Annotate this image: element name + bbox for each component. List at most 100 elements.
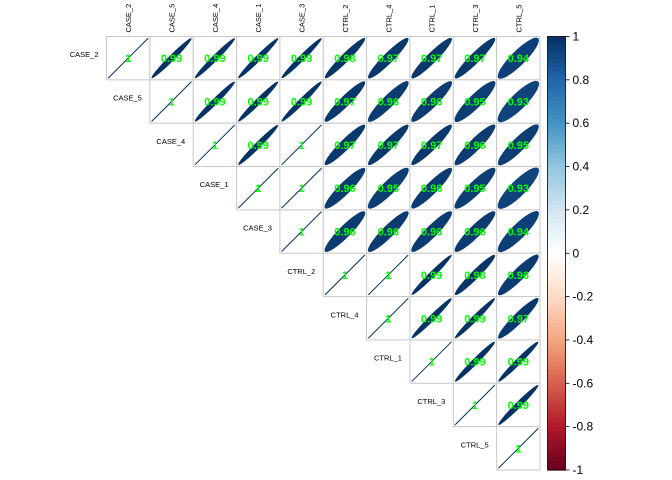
correlation-ellipse [454,298,496,339]
correlation-value: 0.99 [291,53,312,65]
correlation-cell: 0.96 [322,209,368,254]
correlation-ellipse [368,124,409,166]
colorbar-segment [547,374,566,380]
correlation-grid: 1 0.99 0.99 0.99 0.99 0.98 0.97 0.97 0.97 0.94 1 0.… [106,36,541,471]
colorbar-segment [547,248,566,254]
colorbar-tick-label: 1 [573,30,580,44]
colorbar-segment [547,118,566,124]
correlation-ellipse [454,124,496,166]
colorbar-segment [547,370,566,376]
correlation-ellipse [281,211,322,252]
correlation-cell: 0.99 [452,296,498,341]
correlation-ellipse [497,37,539,79]
colorbar-segment [547,344,566,350]
correlation-value: 1 [299,140,305,152]
correlation-ellipse [107,37,149,79]
colorbar-segment [547,196,566,202]
correlation-cell: 0.96 [452,209,498,254]
correlation-cell: 0.99 [452,339,498,384]
colorbar-segment [547,357,566,363]
colorbar-segment [547,101,566,107]
column-label-case-5: CASE_5 [168,4,177,33]
correlation-ellipse [454,81,496,123]
correlation-ellipse [497,80,540,123]
correlation-ellipse [324,124,366,166]
correlation-cell: 1 [236,166,281,211]
correlation-cell: 0.97 [409,122,454,168]
colorbar-segment [547,110,566,116]
row-label-ctrl-5: CTRL_5 [461,440,489,449]
correlation-cell: 0.95 [496,122,541,168]
correlation-value: 0.96 [421,183,442,195]
correlation-cell: 1 [496,426,541,471]
correlation-ellipse [324,81,366,122]
correlation-value: 1 [168,97,174,109]
correlation-cell: 0.97 [322,79,368,124]
column-label-ctrl-1: CTRL_1 [428,5,437,33]
correlation-ellipse [281,124,322,166]
correlation-value: 1 [255,183,261,195]
row-label-case-5: CASE_5 [113,94,142,103]
correlation-ellipse [454,384,496,426]
correlation-ellipse [411,211,452,252]
correlation-cell: 0.99 [236,122,281,168]
correlation-value: 1 [515,443,521,455]
colorbar-tick-label: -0.6 [573,376,594,390]
correlation-value: 0.99 [248,140,269,152]
colorbar-segment [547,53,566,59]
correlation-cell: 0.97 [409,36,454,81]
row-label-ctrl-4: CTRL_4 [331,310,359,319]
correlation-cell: 0.96 [322,166,368,211]
correlation-cell: 0.97 [496,296,541,341]
colorbar-segment [547,443,566,449]
colorbar-segment [547,92,566,98]
colorbar-segment [547,131,566,137]
correlation-cell: 0.99 [496,339,541,384]
correlation-ellipse [497,124,539,166]
colorbar-tick-label: 0.2 [573,203,590,217]
correlation-cell: 0.95 [366,166,411,211]
correlation-value: 1 [299,183,305,195]
correlation-value: 1 [472,400,478,412]
correlation-cell: 0.94 [496,209,541,254]
correlation-value: 0.96 [378,97,399,109]
correlation-ellipse [498,428,539,469]
colorbar-segment [547,231,566,237]
colorbar-segment [547,391,566,397]
colorbar-segment [547,127,566,133]
colorbar-segment [547,209,566,215]
row-label-case-3: CASE_3 [243,224,272,233]
correlation-value: 0.96 [508,270,529,282]
column-label-case-4: CASE_4 [211,4,220,33]
correlation-value: 1 [429,357,435,369]
colorbar-segment [547,58,566,64]
correlation-ellipse [237,167,279,209]
correlation-cell: 0.99 [236,36,281,81]
row-label-ctrl-2: CTRL_2 [287,267,315,276]
colorbar-segment [547,396,566,402]
correlation-value: 0.97 [378,53,399,65]
correlation-ellipse [281,167,322,209]
colorbar-segment [547,430,566,436]
correlation-ellipse [411,37,452,79]
colorbar-segment [547,49,566,55]
row-label-ctrl-3: CTRL_3 [417,397,445,406]
column-label-ctrl-3: CTRL_3 [471,5,480,33]
correlation-cell: 0.94 [496,36,541,81]
colorbar-segment [547,318,566,324]
row-label-case-4: CASE_4 [156,137,185,146]
row-labels: CASE_2 CASE_5 CASE_4 CASE_1 CASE_3 CTRL_2 CTRL… [70,50,489,449]
correlation-ellipse [238,81,279,122]
colorbar-segment [547,88,566,94]
correlation-value: 0.96 [334,183,355,195]
colorbar-segment [547,361,566,367]
correlation-ellipse [367,81,409,122]
column-label-case-3: CASE_3 [298,4,307,33]
correlation-cell: 0.97 [366,122,411,168]
correlation-ellipse [367,297,409,339]
correlation-ellipse [324,167,366,209]
correlation-cell: 1 [452,382,498,428]
correlation-cell: 0.96 [496,252,541,298]
correlation-cell: 0.96 [366,209,411,254]
correlation-ellipse [238,38,279,79]
